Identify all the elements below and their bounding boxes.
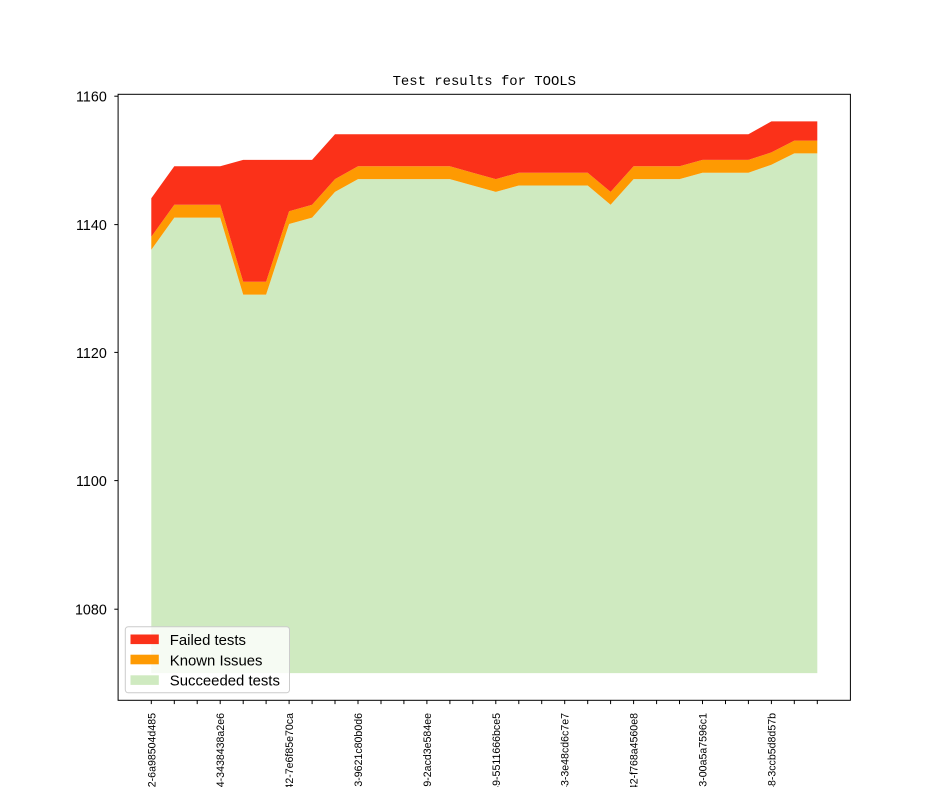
svg-text:1140: 1140: [76, 218, 107, 234]
svg-text:44-3438438a2e6: 44-3438438a2e6: [215, 713, 227, 787]
svg-text:48-3ccb5d8d57b: 48-3ccb5d8d57b: [766, 713, 778, 787]
svg-text:1160: 1160: [76, 90, 107, 106]
svg-text:49-2acd3e584ee: 49-2acd3e584ee: [422, 713, 434, 787]
svg-text:92-6a98504d485: 92-6a98504d485: [146, 713, 158, 787]
svg-text:43-00a5a7596c1: 43-00a5a7596c1: [698, 713, 710, 787]
svg-text:63-9621c80b0d6: 63-9621c80b0d6: [353, 713, 365, 787]
svg-text:1100: 1100: [76, 474, 107, 490]
svg-text:43-3e48cd6c7e7: 43-3e48cd6c7e7: [560, 713, 572, 787]
svg-text:1080: 1080: [75, 603, 107, 619]
svg-text:Known Issues: Known Issues: [170, 653, 263, 669]
svg-text:Test results for TOOLS: Test results for TOOLS: [393, 74, 576, 90]
svg-text:42-f768a4560e8: 42-f768a4560e8: [629, 713, 641, 787]
svg-text:Succeeded tests: Succeeded tests: [170, 674, 280, 690]
svg-text:Failed tests: Failed tests: [170, 633, 246, 649]
svg-text:1120: 1120: [76, 346, 107, 362]
svg-text:49-5511666bce5: 49-5511666bce5: [491, 713, 503, 787]
svg-text:42-7e6f85e70ca: 42-7e6f85e70ca: [284, 713, 296, 787]
